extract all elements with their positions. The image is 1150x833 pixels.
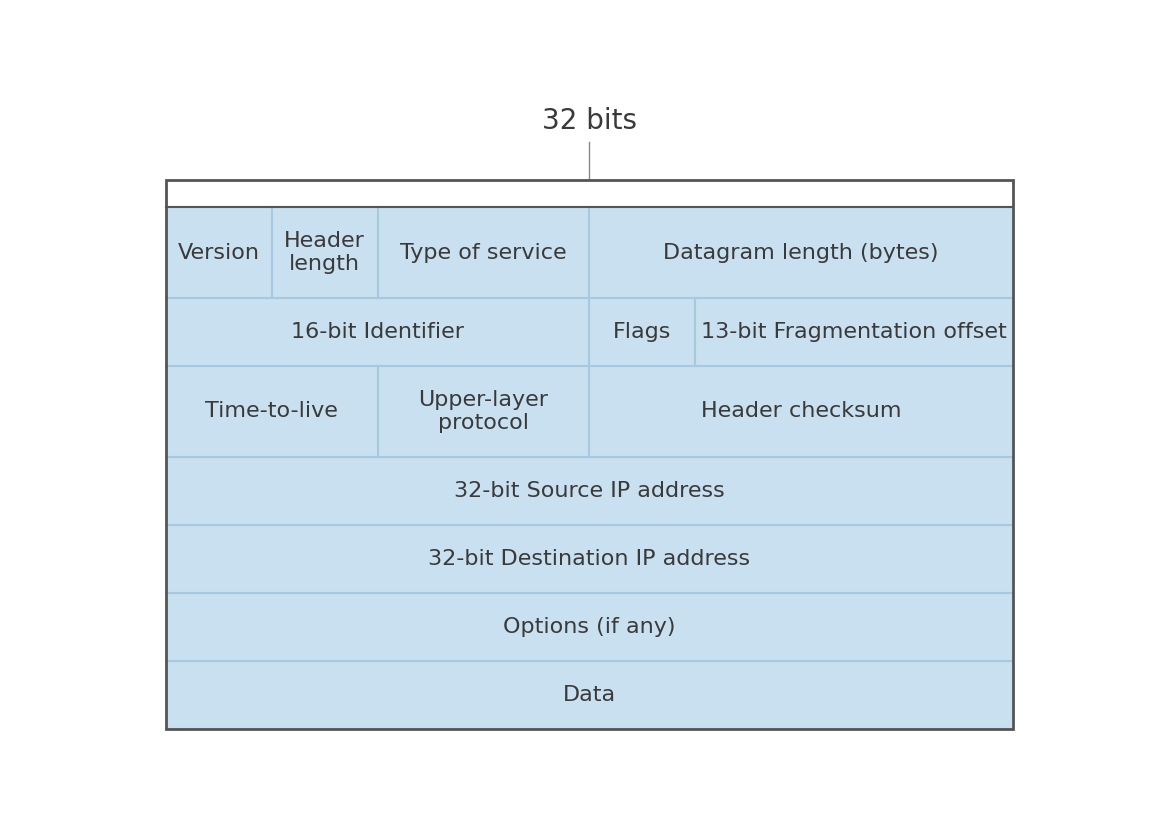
Text: 13-bit Fragmentation offset: 13-bit Fragmentation offset — [702, 322, 1007, 342]
Text: Options (if any): Options (if any) — [504, 616, 676, 636]
Text: Version: Version — [178, 242, 260, 262]
Text: 32-bit Destination IP address: 32-bit Destination IP address — [428, 549, 751, 569]
Text: Time-to-live: Time-to-live — [206, 402, 338, 421]
Text: 32-bit Source IP address: 32-bit Source IP address — [454, 481, 724, 501]
Text: Datagram length (bytes): Datagram length (bytes) — [664, 242, 938, 262]
Text: Flags: Flags — [613, 322, 672, 342]
Text: Header checksum: Header checksum — [700, 402, 902, 421]
Bar — [166, 180, 1013, 207]
Text: Data: Data — [562, 685, 616, 705]
Text: 16-bit Identifier: 16-bit Identifier — [291, 322, 465, 342]
Text: Type of service: Type of service — [400, 242, 567, 262]
Text: Upper-layer
protocol: Upper-layer protocol — [419, 390, 549, 433]
Text: 32 bits: 32 bits — [542, 107, 637, 135]
Text: Header
length: Header length — [284, 231, 366, 274]
